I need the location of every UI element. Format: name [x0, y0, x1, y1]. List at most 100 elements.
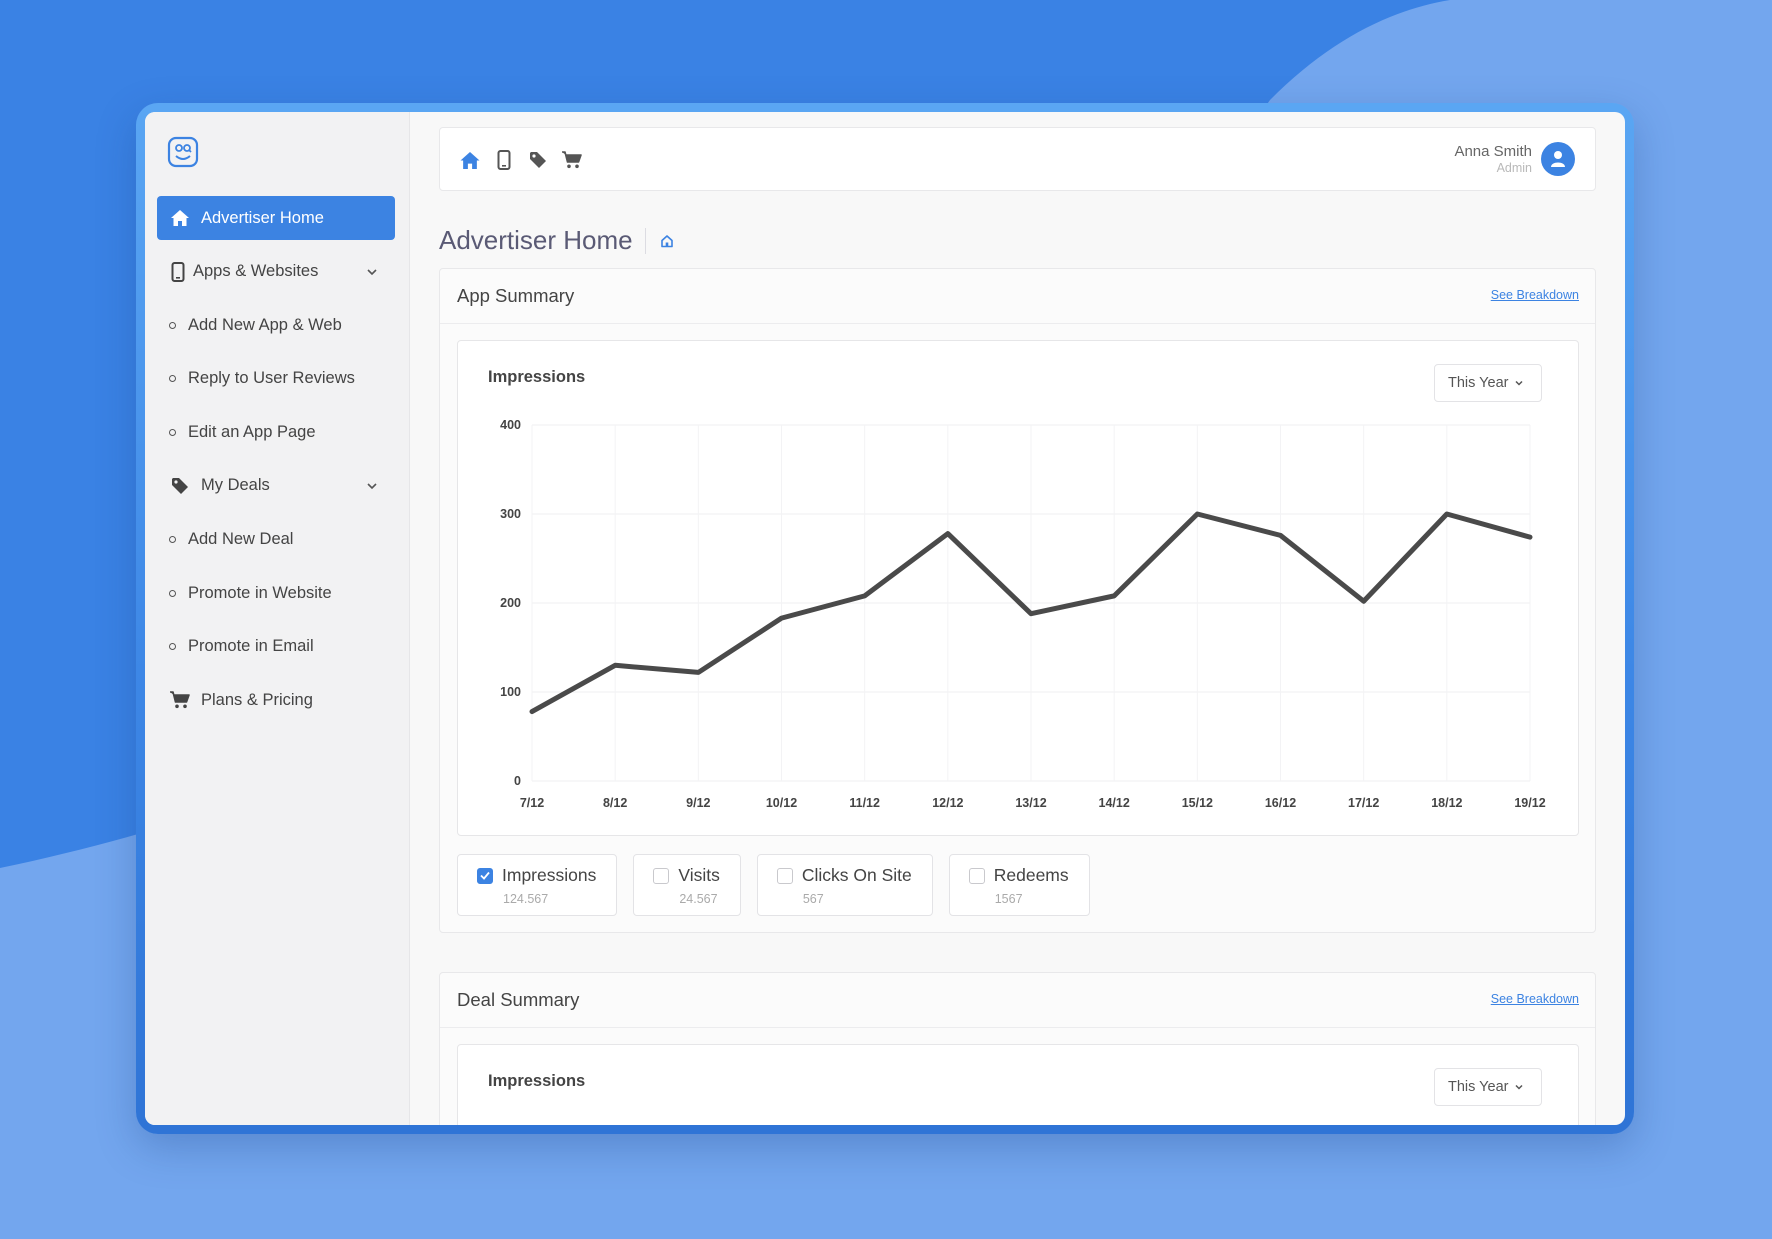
data-point[interactable]: [1029, 611, 1033, 616]
sidebar-item-label: Add New App & Web: [188, 315, 342, 334]
sidebar-item-label: Advertiser Home: [201, 208, 324, 227]
sidebar-item-promote-email[interactable]: Promote in Email: [157, 625, 395, 669]
user-menu[interactable]: Anna Smith Admin: [1454, 142, 1575, 176]
x-tick-label: 9/12: [686, 796, 710, 810]
legend-row: Impressions: [477, 865, 596, 886]
legend-value: 24.567: [679, 892, 718, 906]
tag-icon: [169, 475, 191, 497]
data-point[interactable]: [1361, 599, 1366, 604]
data-point[interactable]: [1278, 533, 1283, 538]
data-point[interactable]: [530, 709, 534, 714]
bullet-icon: [169, 589, 176, 597]
legend-label: Redeems: [993, 865, 1069, 885]
period-select-value: This Year: [1448, 1079, 1509, 1095]
y-tick-label: 300: [500, 507, 521, 521]
legend-value: 1567: [994, 892, 1023, 906]
x-tick-label: 14/12: [1099, 796, 1130, 810]
home-icon[interactable]: [660, 234, 674, 248]
x-tick-label: 7/12: [520, 796, 544, 810]
phone-icon: [169, 261, 187, 283]
legend-row: Redeems: [968, 865, 1069, 886]
chevron-down-icon: [1515, 380, 1523, 386]
see-breakdown-link[interactable]: See Breakdown: [1490, 992, 1579, 1006]
legend-label: Visits: [678, 865, 720, 885]
period-select[interactable]: This Year: [1434, 1068, 1542, 1106]
sidebar-item-add-new-app-web[interactable]: Add New App & Web: [157, 303, 395, 347]
legend-checkbox[interactable]: [653, 867, 670, 884]
sidebar-item-label: Apps & Websites: [193, 262, 319, 281]
sidebar-item-add-new-deal[interactable]: Add New Deal: [157, 518, 395, 562]
sidebar-item-plans-pricing[interactable]: Plans & Pricing: [157, 678, 395, 722]
see-breakdown-link[interactable]: See Breakdown: [1490, 288, 1579, 302]
legend-value: 567: [802, 892, 824, 906]
data-point[interactable]: [1528, 535, 1532, 540]
avatar[interactable]: [1541, 142, 1575, 176]
x-tick-label: 8/12: [603, 796, 627, 810]
legend-checkbox[interactable]: [968, 867, 985, 884]
sidebar-item-label: Promote in Website: [188, 583, 332, 602]
chart-title: Impressions: [488, 1072, 586, 1090]
title-divider: [644, 227, 646, 254]
data-point[interactable]: [696, 670, 701, 675]
legend-row: Visits: [653, 865, 720, 886]
legend-item-impressions[interactable]: Impressions 124.567: [457, 854, 618, 916]
bullet-icon: [169, 643, 176, 651]
data-point[interactable]: [1195, 512, 1200, 516]
sidebar-item-promote-website[interactable]: Promote in Website: [157, 571, 395, 615]
legend-item-clicks-on-site[interactable]: Clicks On Site 567: [756, 854, 933, 916]
deal-summary-card: Deal Summary See Breakdown Impressions T…: [439, 972, 1596, 1125]
legend-item-visits[interactable]: Visits 24.567: [633, 854, 741, 916]
phone-icon[interactable]: [492, 149, 516, 171]
x-tick-label: 17/12: [1348, 796, 1379, 810]
chevron-down-icon: [367, 269, 377, 275]
data-point[interactable]: [1444, 512, 1449, 516]
home-icon: [169, 207, 191, 229]
sidebar-item-my-deals[interactable]: My Deals: [157, 464, 395, 508]
top-bar: Anna Smith Admin: [439, 127, 1596, 191]
cart-icon: [169, 689, 191, 711]
cart-icon[interactable]: [560, 149, 584, 171]
legend-checkbox[interactable]: [776, 867, 793, 884]
data-point[interactable]: [945, 531, 950, 536]
sidebar-item-edit-app-page[interactable]: Edit an App Page: [157, 410, 395, 454]
legend-row: Clicks On Site: [776, 865, 912, 886]
data-point[interactable]: [1112, 593, 1117, 598]
x-tick-label: 13/12: [1015, 796, 1046, 810]
sidebar-item-label: Edit an App Page: [188, 422, 316, 441]
bullet-icon: [169, 428, 176, 436]
period-select[interactable]: This Year: [1434, 364, 1542, 402]
sidebar-nav: Advertiser Home Apps & Websites Add New …: [157, 196, 395, 732]
x-tick-label: 11/12: [849, 796, 880, 810]
legend-item-redeems[interactable]: Redeems 1567: [948, 854, 1090, 916]
chevron-down-icon: [1515, 1084, 1523, 1090]
chevron-down-icon: [367, 483, 377, 490]
main-content: Anna Smith Admin Advertiser Home App Sum…: [410, 112, 1625, 1125]
user-role: Admin: [1496, 160, 1532, 175]
tag-icon[interactable]: [526, 149, 550, 171]
x-tick-label: 10/12: [766, 796, 797, 810]
card-header: App Summary See Breakdown: [440, 269, 1595, 324]
legend-label: Clicks On Site: [801, 865, 912, 885]
y-tick-label: 400: [500, 418, 521, 432]
legend-checkbox[interactable]: [477, 867, 493, 884]
user-info: Anna Smith Admin: [1454, 143, 1532, 176]
sidebar-item-reply-user-reviews[interactable]: Reply to User Reviews: [157, 357, 395, 401]
bullet-icon: [169, 536, 176, 544]
home-icon[interactable]: [458, 149, 482, 171]
impressions-chart-panel: Impressions This Year 0 100 200 300 400 7/12 8…: [457, 340, 1579, 836]
legend-label: Impressions: [502, 865, 597, 885]
deal-impressions-chart-panel: Impressions This Year: [457, 1044, 1579, 1125]
smiley-face-logo: [167, 136, 199, 168]
bullet-icon: [169, 321, 176, 329]
data-point[interactable]: [613, 663, 618, 668]
data-point[interactable]: [779, 616, 784, 621]
card-header: Deal Summary See Breakdown: [440, 973, 1595, 1028]
user-icon: [1551, 151, 1565, 167]
sidebar-item-label: Plans & Pricing: [201, 690, 313, 709]
user-name: Anna Smith: [1454, 142, 1532, 160]
sidebar-item-advertiser-home[interactable]: Advertiser Home: [157, 196, 395, 240]
card-title: Deal Summary: [457, 989, 580, 1010]
data-point[interactable]: [862, 593, 867, 598]
app-summary-card: App Summary See Breakdown Impressions Th…: [439, 268, 1596, 933]
sidebar-item-apps-websites[interactable]: Apps & Websites: [157, 250, 395, 294]
